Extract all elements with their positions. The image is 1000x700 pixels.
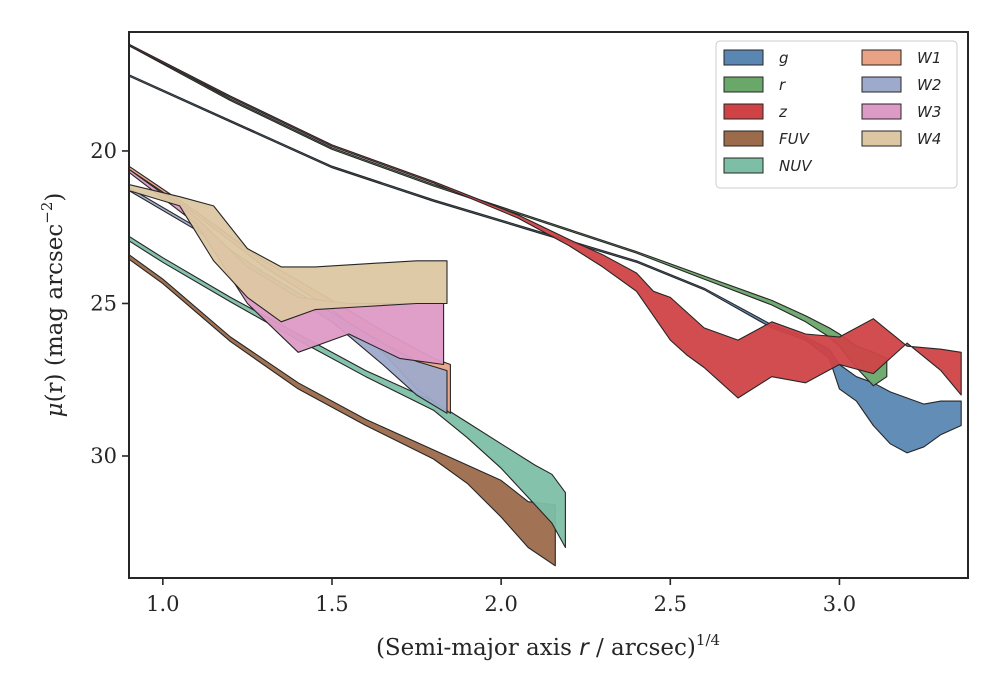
legend-swatch-w4 [861, 130, 902, 147]
legend-label-r: r [779, 76, 786, 94]
legend-label-nuv: NUV [779, 157, 813, 175]
legend-swatch-w3 [861, 103, 902, 120]
legend-swatch-w2 [861, 76, 902, 93]
legend-swatch-g [723, 49, 764, 66]
y-tick-label: 25 [90, 291, 117, 315]
series-w4-band [129, 183, 448, 323]
legend: grz FUV NUV W1 W2 W3 W4 [715, 40, 958, 189]
legend-swatch-fuv [723, 130, 764, 147]
x-tick-label: 2.5 [654, 592, 687, 616]
x-tick-label: 1.0 [146, 592, 179, 616]
x-axis: 1.0 1.5 2.0 2.5 3.0 [146, 578, 856, 616]
legend-label-g: g [779, 49, 789, 67]
legend-label-w3: W3 [917, 103, 941, 121]
x-axis-label: (Semi-major axis r / arcsec)1/4 [376, 631, 720, 661]
legend-swatch-z [723, 103, 764, 120]
series-z-band [129, 43, 962, 399]
legend-label-w4: W4 [917, 130, 941, 148]
plot-frame [128, 31, 969, 579]
series-fuv-band [129, 254, 556, 567]
legend-label-w1: W1 [917, 49, 941, 67]
x-tick-label: 1.5 [315, 592, 348, 616]
legend-label-fuv: FUV [779, 130, 811, 148]
legend-label-w2: W2 [917, 76, 941, 94]
x-tick-label: 3.0 [823, 592, 856, 616]
x-tick-label: 2.0 [484, 592, 517, 616]
y-tick-label: 30 [90, 444, 117, 468]
legend-swatch-nuv [723, 157, 764, 174]
legend-label-z: z [778, 103, 788, 121]
y-axis: 20 25 30 [90, 139, 129, 468]
legend-swatch-w1 [861, 49, 902, 66]
y-axis-label: μ(r) (mag arcsec−2) [38, 193, 68, 418]
y-tick-label: 20 [90, 139, 117, 163]
plot-area [129, 43, 962, 567]
series-g-band [129, 74, 962, 454]
legend-swatch-r [723, 76, 764, 93]
